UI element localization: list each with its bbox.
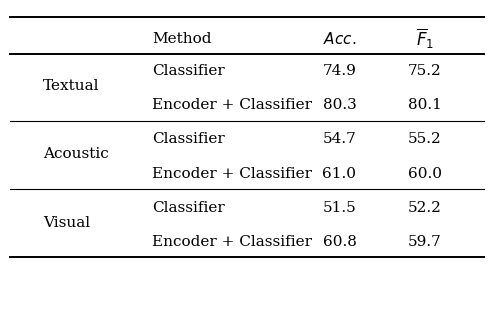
Text: Textual: Textual bbox=[43, 79, 100, 93]
Text: Encoder + Classifier: Encoder + Classifier bbox=[152, 166, 312, 180]
Text: Classifier: Classifier bbox=[152, 132, 225, 146]
Text: Visual: Visual bbox=[43, 216, 90, 230]
Text: 75.2: 75.2 bbox=[408, 64, 442, 78]
Text: Method: Method bbox=[152, 32, 211, 46]
Text: Acoustic: Acoustic bbox=[43, 148, 109, 162]
Text: Classifier: Classifier bbox=[152, 64, 225, 78]
Text: 54.7: 54.7 bbox=[323, 132, 356, 146]
Text: $\mathit{Acc.}$: $\mathit{Acc.}$ bbox=[323, 31, 356, 47]
Text: 60.8: 60.8 bbox=[323, 235, 356, 249]
Text: 80.1: 80.1 bbox=[408, 98, 442, 112]
Text: 51.5: 51.5 bbox=[323, 201, 356, 215]
Text: Classifier: Classifier bbox=[152, 201, 225, 215]
Text: Encoder + Classifier: Encoder + Classifier bbox=[152, 235, 312, 249]
Text: 55.2: 55.2 bbox=[408, 132, 442, 146]
Text: 59.7: 59.7 bbox=[408, 235, 442, 249]
Text: 60.0: 60.0 bbox=[408, 166, 442, 180]
Text: 80.3: 80.3 bbox=[323, 98, 356, 112]
Text: $\overline{F}_1$: $\overline{F}_1$ bbox=[416, 27, 434, 51]
Text: Encoder + Classifier: Encoder + Classifier bbox=[152, 98, 312, 112]
Text: 52.2: 52.2 bbox=[408, 201, 442, 215]
Text: 74.9: 74.9 bbox=[323, 64, 356, 78]
Text: 61.0: 61.0 bbox=[323, 166, 357, 180]
